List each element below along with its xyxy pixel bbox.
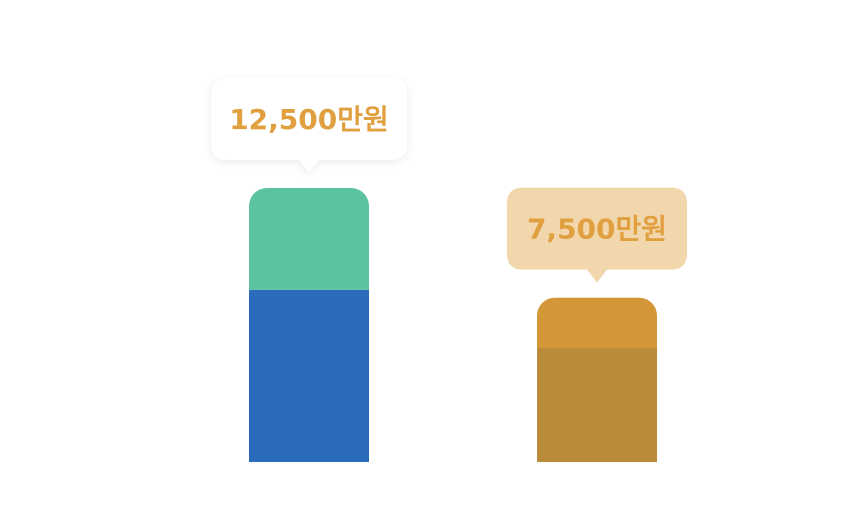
bar	[249, 188, 369, 462]
callout-bubble	[211, 78, 407, 173]
total-label: 12,500만원	[229, 103, 389, 136]
callout-bubble	[507, 187, 687, 283]
bar-segment	[249, 188, 369, 290]
bar-segment	[537, 297, 657, 349]
bar-segment	[537, 348, 657, 462]
bar	[537, 297, 657, 462]
bar-segment	[249, 289, 369, 462]
total-label: 7,500만원	[527, 213, 667, 246]
